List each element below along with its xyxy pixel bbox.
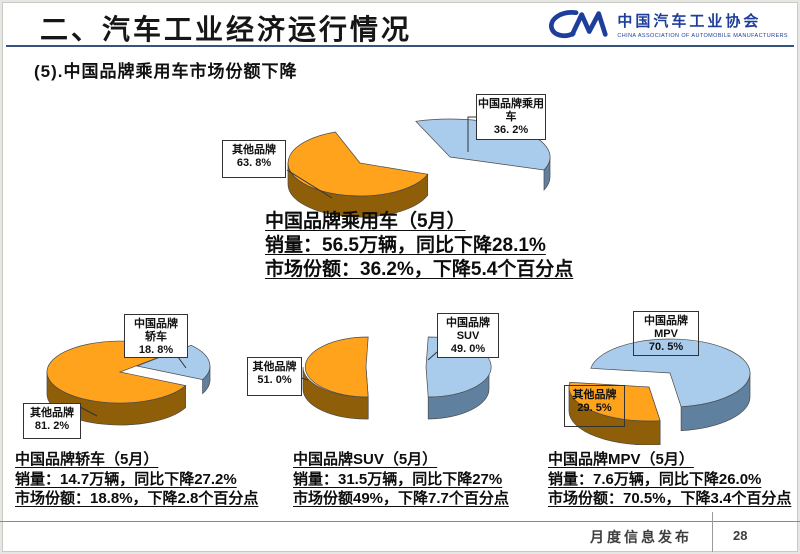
- callout-label-suv-other: 其他品牌 51. 0%: [247, 357, 302, 396]
- caam-logo-mark-icon: [549, 10, 609, 39]
- logo-org-name-en: CHINA ASSOCIATION OF AUTOMOBILE MANUFACT…: [617, 32, 788, 39]
- header-rule: [6, 45, 794, 47]
- page-title: 二、汽车工业经济运行情况: [40, 14, 413, 45]
- callout-label-mpv-china: 中国品牌 MPV 70. 5%: [633, 311, 699, 356]
- summary-passenger-sales: 销量：56.5万辆，同比下降28.1%: [265, 235, 546, 256]
- summary-mpv-sales: 销量：7.6万辆，同比下降26.0%: [548, 470, 762, 488]
- callout-label-suv-china: 中国品牌 SUV 49. 0%: [437, 313, 499, 358]
- summary-suv-sales: 销量：31.5万辆，同比下降27%: [293, 470, 503, 488]
- summary-sedan: 中国品牌轿车（5月） 销量：14.7万辆，同比下降27.2% 市场份额：18.8…: [15, 450, 258, 509]
- slide-subtitle: (5).中国品牌乘用车市场份额下降: [34, 62, 298, 81]
- summary-suv-title: 中国品牌SUV（5月）: [293, 451, 438, 468]
- summary-mpv-share: 市场份额：70.5%，下降3.4个百分点: [548, 490, 792, 507]
- pie-chart-mpv: [568, 338, 751, 445]
- footer-rule: [0, 521, 800, 522]
- caam-logo: 中国汽车工业协会 CHINA ASSOCIATION OF AUTOMOBILE…: [544, 5, 788, 43]
- summary-passenger: 中国品牌乘用车（5月） 销量：56.5万辆，同比下降28.1% 市场份额：36.…: [265, 210, 573, 282]
- summary-suv-share: 市场份额49%，下降7.7个百分点: [293, 490, 509, 507]
- summary-suv: 中国品牌SUV（5月） 销量：31.5万辆，同比下降27% 市场份额49%，下降…: [293, 450, 509, 509]
- caam-logo-text: 中国汽车工业协会 CHINA ASSOCIATION OF AUTOMOBILE…: [617, 10, 788, 39]
- summary-sedan-title: 中国品牌轿车（5月）: [15, 451, 159, 468]
- pie-chart-suv: [300, 336, 492, 420]
- summary-mpv: 中国品牌MPV（5月） 销量：7.6万辆，同比下降26.0% 市场份额：70.5…: [548, 450, 791, 509]
- callout-label-mpv-other: 其他品牌 29. 5%: [564, 385, 625, 427]
- summary-passenger-share: 市场份额：36.2%，下降5.4个百分点: [265, 259, 574, 280]
- page-number: 28: [733, 528, 748, 543]
- summary-mpv-title: 中国品牌MPV（5月）: [548, 451, 694, 468]
- callout-label-sedan-other: 其他品牌 81. 2%: [23, 403, 81, 439]
- callout-label-passenger-china: 中国品牌乘用 车 36. 2%: [476, 94, 546, 140]
- callout-label-passenger-other: 其他品牌 63. 8%: [222, 140, 286, 178]
- footer-divider: [712, 512, 713, 552]
- summary-passenger-title: 中国品牌乘用车（5月）: [265, 211, 466, 232]
- summary-sedan-sales: 销量：14.7万辆，同比下降27.2%: [15, 470, 237, 488]
- footer-label: 月度信息发布: [590, 529, 692, 545]
- logo-org-name-cn: 中国汽车工业协会: [617, 12, 762, 30]
- callout-label-sedan-china: 中国品牌 轿车 18. 8%: [124, 314, 188, 358]
- summary-sedan-share: 市场份额：18.8%，下降2.8个百分点: [15, 490, 259, 507]
